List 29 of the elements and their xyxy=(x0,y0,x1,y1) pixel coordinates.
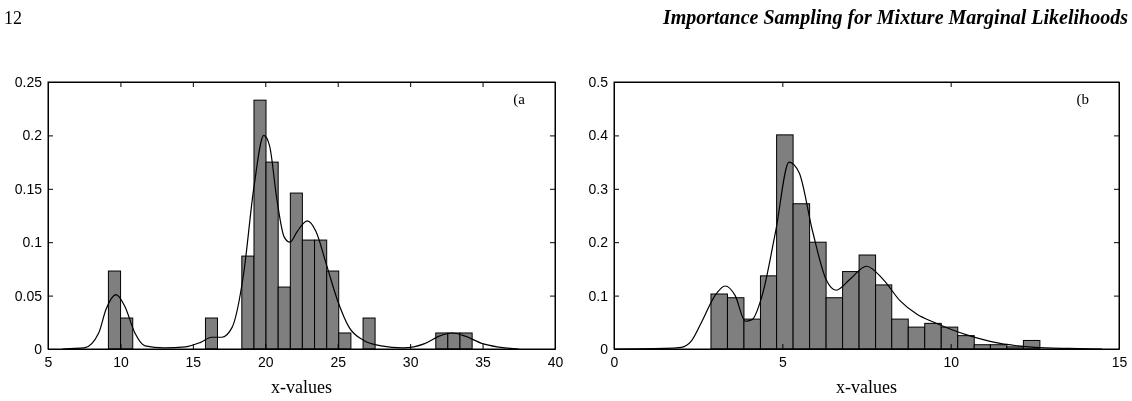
y-tick-label: 0.3 xyxy=(588,180,609,197)
x-tick-label: 5 xyxy=(44,353,53,370)
x-tick-label: 15 xyxy=(1111,353,1128,370)
x-tick-label: 10 xyxy=(943,353,960,370)
y-tick-label: 0.1 xyxy=(22,234,43,251)
x-axis-title: x-values xyxy=(836,377,897,397)
x-tick-label: 40 xyxy=(547,353,564,370)
x-axis-title: x-values xyxy=(271,377,332,397)
x-tick-label: 35 xyxy=(475,353,492,370)
y-tick-label: 0.5 xyxy=(588,73,609,90)
x-tick-label: 15 xyxy=(185,353,202,370)
y-tick-label: 0.4 xyxy=(588,127,609,144)
y-tick-label: 0.1 xyxy=(588,287,609,304)
annotation: (a xyxy=(513,91,526,108)
y-tick-label: 0.05 xyxy=(14,287,43,304)
y-tick-label: 0.25 xyxy=(14,73,43,90)
y-tick-label: 0.15 xyxy=(14,180,43,197)
text: Importance Sampling for Mixture Marginal Likelihoods xyxy=(661,6,1129,29)
x-tick-label: 5 xyxy=(778,353,787,370)
text: 12 xyxy=(4,8,22,28)
x-tick-label: 20 xyxy=(258,353,274,370)
annotation: (b xyxy=(1076,91,1089,108)
y-tick-label: 0.2 xyxy=(22,127,43,144)
x-tick-label: 10 xyxy=(113,353,129,370)
y-tick-label: 0.2 xyxy=(588,234,609,251)
x-tick-label: 30 xyxy=(402,353,419,370)
y-tick-label: 0 xyxy=(34,340,43,357)
x-tick-label: 25 xyxy=(330,353,347,370)
y-tick-label: 0 xyxy=(600,340,609,357)
